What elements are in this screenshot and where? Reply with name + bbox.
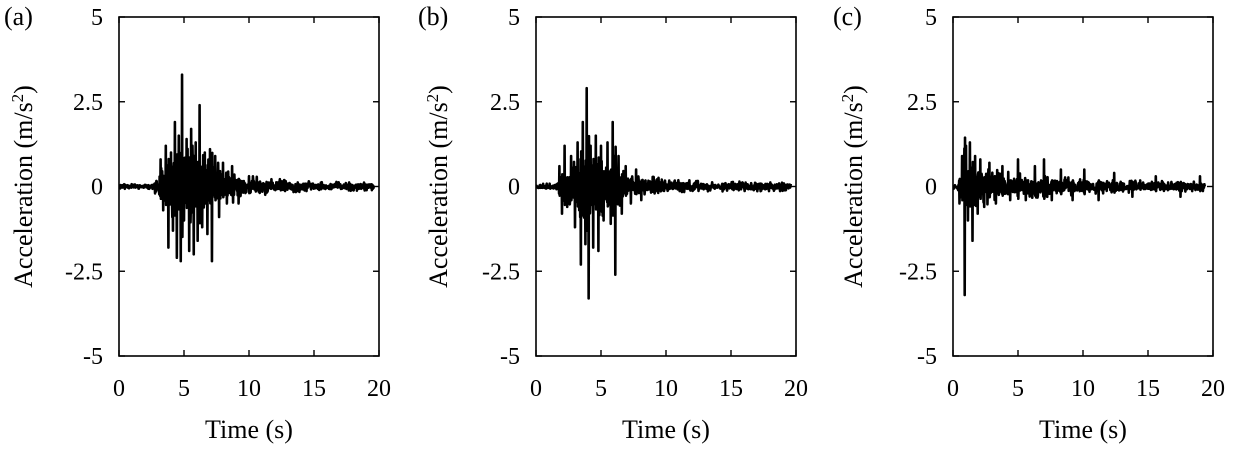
panel-0: 0 5 10 15 20 -5 -2.5 0 2.5 5 Time (s) Acceleration …: [4, 2, 391, 444]
panel-label: (c): [833, 2, 862, 31]
x-tick-label: 10: [237, 376, 261, 402]
acceleration-trace: [953, 136, 1207, 297]
x-tick-label: 5: [595, 376, 607, 402]
y-axis-label: Acceleration (m/s2): [838, 85, 869, 288]
y-tick-label: 2.5: [73, 90, 103, 116]
x-tick-label: 20: [367, 376, 391, 402]
x-tick-label: 15: [302, 376, 326, 402]
x-tick-label: 15: [1136, 376, 1160, 402]
y-tick-label: -5: [83, 344, 103, 370]
x-tick-label: 20: [1201, 376, 1225, 402]
x-axis-label: Time (s): [205, 415, 293, 444]
x-tick-label: 10: [1071, 376, 1095, 402]
x-tick-label: 0: [113, 376, 125, 402]
y-tick-label: 5: [925, 5, 937, 31]
y-tick-label: 2.5: [907, 90, 937, 116]
y-tick-label: -2.5: [65, 259, 103, 285]
x-tick-label: 5: [178, 376, 190, 402]
y-tick-label: -5: [500, 344, 520, 370]
x-tick-label: 20: [784, 376, 808, 402]
acceleration-trace: [536, 86, 793, 300]
x-tick-label: 0: [947, 376, 959, 402]
panel-2: 0 5 10 15 20 -5 -2.5 0 2.5 5 Time (s) Acceleration …: [833, 2, 1225, 444]
x-tick-label: 0: [530, 376, 542, 402]
y-tick-label: 5: [91, 5, 103, 31]
y-tick-label: -5: [917, 344, 937, 370]
y-tick-label: 0: [91, 175, 103, 201]
y-axis-label: Acceleration (m/s2): [423, 85, 454, 288]
panel-label: (a): [4, 2, 33, 31]
x-axis-label: Time (s): [622, 415, 710, 444]
x-tick-label: 5: [1012, 376, 1024, 402]
x-axis-label: Time (s): [1039, 415, 1127, 444]
y-tick-label: -2.5: [899, 259, 937, 285]
y-axis-label: Acceleration (m/s2): [8, 85, 39, 288]
x-tick-label: 15: [719, 376, 743, 402]
x-tick-label: 10: [654, 376, 678, 402]
y-tick-label: 0: [925, 175, 937, 201]
y-tick-label: 2.5: [490, 90, 520, 116]
panel-1: 0 5 10 15 20 -5 -2.5 0 2.5 5 Time (s) Acceleration …: [418, 2, 808, 444]
y-tick-label: 0: [508, 175, 520, 201]
panel-label: (b): [418, 2, 448, 31]
y-tick-label: -2.5: [482, 259, 520, 285]
acceleration-trace: [119, 73, 376, 263]
y-tick-label: 5: [508, 5, 520, 31]
